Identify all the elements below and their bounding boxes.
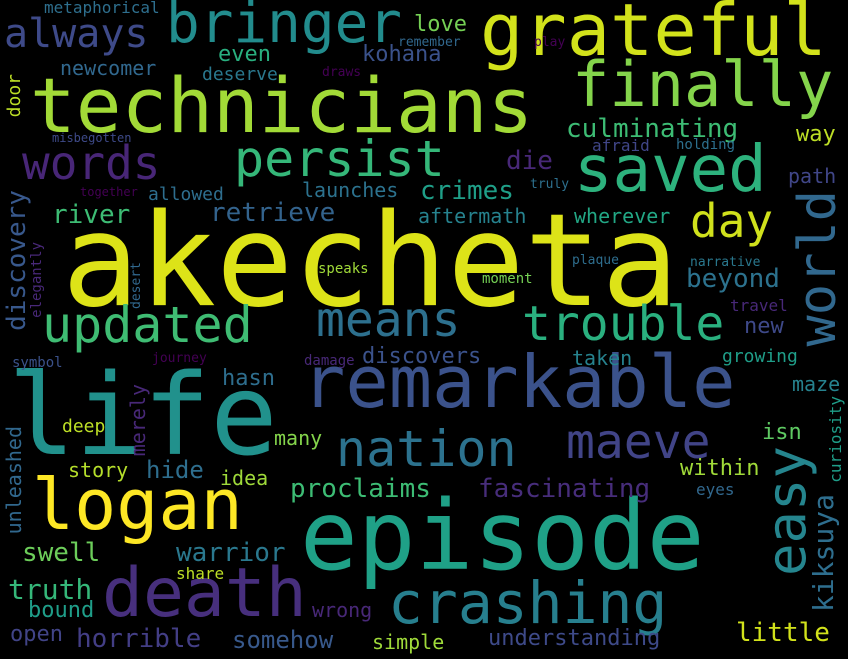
word-eyes: eyes (696, 480, 735, 499)
word-newcomer: newcomer (60, 56, 157, 80)
word-taken: taken (572, 346, 633, 370)
word-remember: remember (398, 35, 461, 50)
word-symbol: symbol (12, 355, 63, 371)
word-logan: logan (32, 464, 243, 546)
word-day: day (690, 194, 774, 248)
word-path: path (788, 164, 837, 188)
word-merely: merely (126, 384, 150, 457)
word-together: together (80, 185, 138, 199)
word-metaphorical: metaphorical (44, 0, 160, 17)
word-bound: bound (28, 598, 95, 623)
word-retrieve: retrieve (210, 198, 336, 228)
word-finally: finally (572, 48, 834, 121)
word-kiksuya: kiksuya (807, 494, 840, 613)
word-growing: growing (722, 346, 798, 367)
word-world: world (788, 190, 848, 347)
word-desert: desert (129, 262, 144, 309)
word-means: means (316, 292, 461, 348)
word-love: love (414, 12, 467, 37)
word-bringer: bringer (166, 0, 403, 56)
word-grateful: grateful (480, 0, 827, 72)
word-beyond: beyond (686, 264, 780, 294)
word-elegantly: elegantly (29, 242, 45, 318)
word-updated: updated (42, 296, 253, 354)
word-holding: holding (676, 137, 736, 153)
word-narrative: narrative (690, 255, 761, 270)
word-somehow: somehow (232, 626, 334, 654)
word-crashing: crashing (388, 569, 668, 637)
word-misbegotten: misbegotten (52, 131, 132, 145)
word-travel: travel (730, 296, 788, 315)
word-persist: persist (234, 130, 445, 188)
word-horrible: horrible (76, 624, 202, 654)
word-nation: nation (336, 420, 517, 478)
word-maeve: maeve (566, 414, 711, 470)
word-maze: maze (792, 372, 841, 396)
word-new: new (744, 314, 784, 339)
word-within: within (680, 456, 760, 481)
word-saved: saved (574, 133, 767, 207)
word-river: river (52, 200, 131, 230)
word-remarkable: remarkable (302, 340, 736, 424)
word-launches: launches (302, 178, 399, 202)
word-hide: hide (146, 456, 204, 484)
word-simple: simple (372, 630, 445, 654)
word-even: even (218, 42, 271, 67)
word-easy: easy (755, 446, 818, 577)
word-journey: journey (152, 351, 207, 366)
word-little: little (736, 618, 830, 648)
word-culminating: culminating (566, 114, 739, 144)
word-fascinating: fascinating (478, 474, 651, 504)
word-words: words (22, 136, 161, 190)
word-truth: truth (8, 573, 93, 606)
word-unleashed: unleashed (2, 426, 26, 535)
word-isn: isn (762, 420, 802, 445)
word-deserve: deserve (202, 64, 278, 85)
word-die: die (506, 146, 553, 176)
word-crimes: crimes (420, 176, 514, 206)
word-play: play (534, 35, 566, 50)
word-deep: deep (62, 416, 106, 437)
word-death: death (102, 554, 307, 633)
word-speaks: speaks (318, 261, 369, 277)
word-truly: truly (530, 177, 570, 192)
word-episode: episode (300, 480, 705, 592)
word-idea: idea (220, 466, 269, 490)
word-warrior: warrior (176, 538, 286, 568)
word-afraid: afraid (592, 136, 650, 155)
word-draws: draws (322, 65, 362, 80)
word-kohana: kohana (362, 42, 442, 67)
word-open: open (10, 622, 63, 647)
word-proclaims: proclaims (290, 474, 431, 504)
word-curiosity: curiosity (826, 396, 845, 483)
word-plaque: plaque (572, 253, 619, 268)
word-wherever: wherever (574, 204, 671, 228)
word-aftermath: aftermath (418, 204, 527, 228)
word-story: story (68, 458, 129, 482)
word-discovery: discovery (2, 190, 32, 331)
word-always: always (4, 11, 149, 57)
word-trouble: trouble (522, 296, 725, 352)
word-door: door (4, 74, 25, 118)
word-allowed: allowed (148, 184, 224, 205)
word-understanding: understanding (488, 626, 661, 651)
word-share: share (176, 564, 225, 583)
word-many: many (274, 426, 323, 450)
word-technicians: technicians (30, 61, 534, 150)
word-life: life (8, 351, 278, 481)
word-discovers: discovers (362, 344, 482, 369)
word-way: way (796, 122, 836, 147)
word-moment: moment (482, 271, 533, 287)
word-swell: swell (22, 538, 101, 568)
word-akecheta: akecheta (62, 187, 679, 336)
word-hasn: hasn (222, 366, 275, 391)
word-damage: damage (304, 353, 355, 369)
word-wrong: wrong (312, 598, 373, 622)
